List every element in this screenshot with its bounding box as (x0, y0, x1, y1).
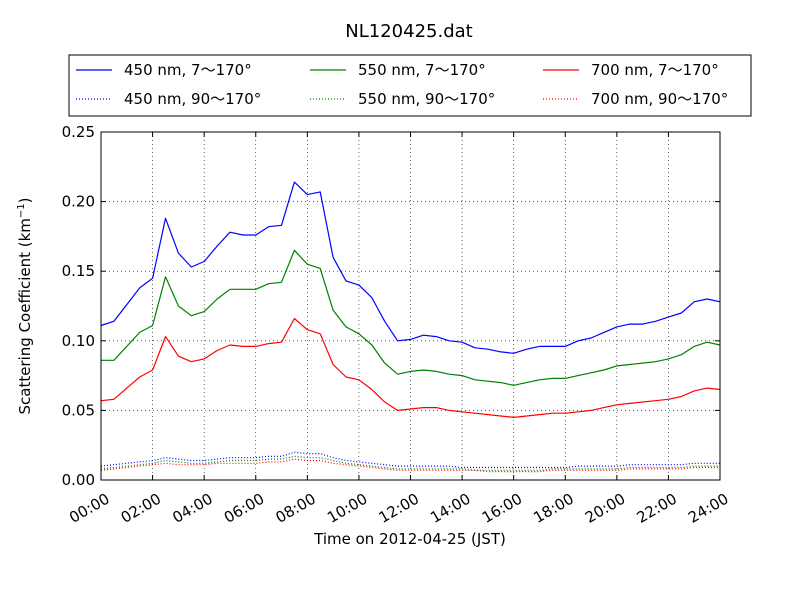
series-line-1 (100, 181, 721, 354)
series-line-5 (100, 317, 721, 418)
series-line-2 (100, 451, 720, 469)
y-axis-label-superscript: −1 (16, 203, 27, 218)
y-axis-label: Scattering Coefficient (km−1) (16, 197, 34, 414)
legend-box (68, 54, 752, 117)
y-tick-label: 0.05 (62, 401, 95, 419)
legend-label: 700 nm, 7～170° (591, 61, 719, 79)
chart-title: NL120425.dat (345, 21, 472, 42)
y-axis-label-close: ) (16, 197, 34, 203)
y-tick-label: 0.20 (62, 193, 95, 211)
legend-label: 550 nm, 90～170° (358, 90, 495, 108)
series-lines (100, 181, 721, 473)
legend-label: 700 nm, 90～170° (591, 90, 728, 108)
y-tick-label: 0.00 (62, 471, 95, 489)
x-axis-label: Time on 2012-04-25 (JST) (313, 530, 506, 548)
y-axis-label-main: Scattering Coefficient (km (16, 218, 34, 414)
legend-label: 450 nm, 90～170° (124, 90, 261, 108)
legend-label: 550 nm, 7～170° (358, 61, 486, 79)
legend: 450 nm, 7～170° 550 nm, 7～170° 700 nm, 7～17… (68, 54, 752, 117)
y-tick-label: 0.25 (62, 123, 95, 141)
legend-label: 450 nm, 7～170° (124, 61, 252, 79)
y-tick-label: 0.15 (62, 262, 95, 280)
series-line-3 (101, 249, 721, 386)
y-tick-label: 0.10 (62, 332, 95, 350)
